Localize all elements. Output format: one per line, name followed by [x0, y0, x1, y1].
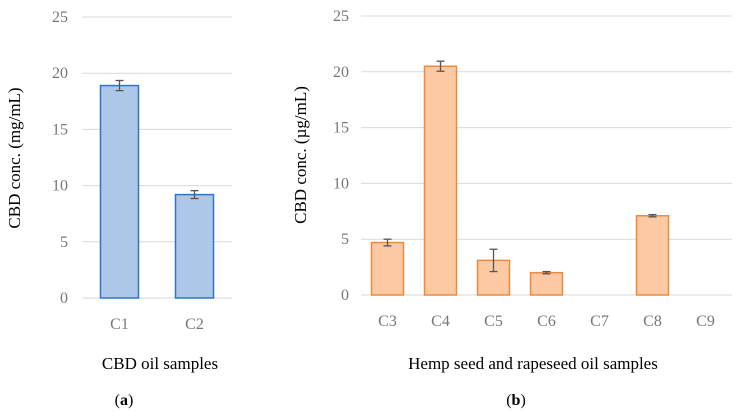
- gridlines: [361, 15, 732, 296]
- chart-panel-b: 0 5 10 15 20 25 C3 C4 C5 C6 C7 C8 C9 CBD conc. (µg/…: [291, 8, 732, 409]
- error-bar-c2: [190, 190, 199, 200]
- bars: [99, 84, 215, 299]
- chart-panel-a: 0 5 10 15 20 25 C1 C2 CBD conc. (mg/mL) CBD oi…: [5, 9, 232, 409]
- y-tick-label: 25: [333, 8, 349, 25]
- error-bars: [115, 79, 199, 200]
- x-tick-label: C6: [537, 313, 556, 330]
- y-tick-labels: 0 5 10 15 20 25: [333, 8, 349, 304]
- y-tick-label: 0: [60, 290, 68, 307]
- x-tick-label: C9: [696, 313, 715, 330]
- bar-c4: [423, 65, 458, 296]
- error-bar-c3: [383, 238, 392, 247]
- x-tick-label: C8: [643, 313, 662, 330]
- bar-c2: [174, 193, 215, 299]
- x-tick-label: C5: [484, 313, 503, 330]
- x-axis-title: Hemp seed and rapeseed oil samples: [408, 354, 658, 373]
- x-tick-label: C2: [185, 316, 204, 333]
- bars: [370, 65, 670, 296]
- panel-label-b: (b): [506, 392, 526, 409]
- y-axis-title: CBD conc. (µg/mL): [291, 86, 310, 224]
- x-tick-label: C7: [590, 313, 609, 330]
- y-tick-label: 25: [52, 9, 68, 26]
- x-tick-label: C3: [378, 313, 397, 330]
- bar-c1: [99, 84, 140, 299]
- y-tick-label: 15: [52, 121, 68, 138]
- error-bar-c5: [489, 248, 498, 273]
- bar-c3: [370, 241, 405, 296]
- y-tick-label: 5: [341, 231, 349, 248]
- y-tick-labels: 0 5 10 15 20 25: [52, 9, 68, 307]
- y-tick-label: 10: [52, 178, 68, 195]
- y-tick-label: 20: [52, 65, 68, 82]
- panel-label-a: (a): [115, 392, 134, 409]
- y-tick-label: 20: [333, 64, 349, 81]
- y-tick-label: 15: [333, 120, 349, 137]
- error-bars: [383, 60, 657, 275]
- y-tick-label: 10: [333, 175, 349, 192]
- x-tick-labels: C3 C4 C5 C6 C7 C8 C9: [378, 313, 715, 330]
- y-tick-label: 0: [341, 287, 349, 304]
- error-bar-c8: [648, 213, 657, 218]
- error-bar-c1: [115, 79, 124, 92]
- x-tick-labels: C1 C2: [110, 316, 204, 333]
- error-bar-c4: [436, 60, 445, 72]
- y-axis-title: CBD conc. (mg/mL): [5, 87, 24, 228]
- error-bar-c6: [542, 270, 551, 275]
- bar-c8: [635, 215, 670, 296]
- x-tick-label: C1: [110, 316, 129, 333]
- bar-c6: [529, 271, 564, 296]
- x-tick-label: C4: [431, 313, 450, 330]
- x-axis-title: CBD oil samples: [102, 354, 218, 373]
- y-tick-label: 5: [60, 234, 68, 251]
